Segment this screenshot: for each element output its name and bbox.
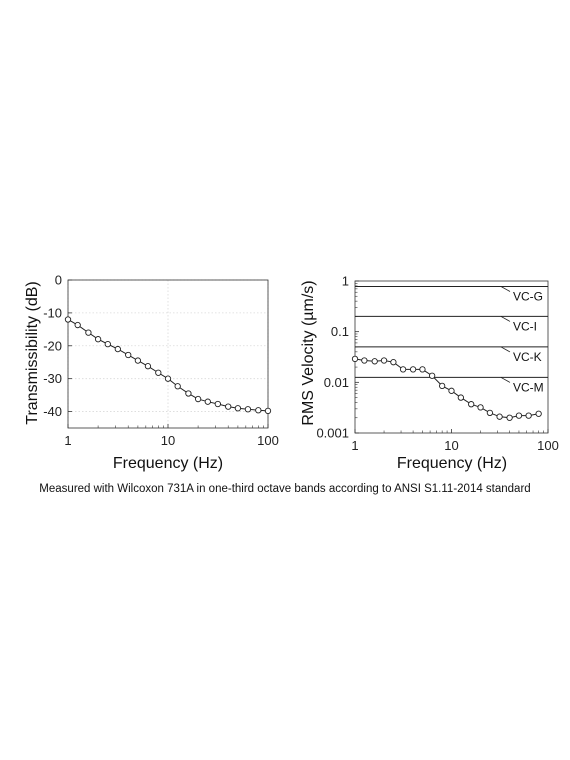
left-y-tick-label: 0 [55,273,62,288]
left-data-point [155,369,162,376]
right-data-point [486,409,494,416]
vc-reference-label: VC-I [513,319,537,333]
left-data-point [244,406,252,413]
left-data-point [134,357,142,364]
left-data-point [174,383,181,390]
left-data-point [234,405,242,412]
right-series-line [354,358,539,419]
left-data-point [64,316,72,323]
right-x-axis-label: Frequency (Hz) [397,455,507,472]
right-data-point [457,394,465,401]
vc-reference-label: VC-G [513,289,543,303]
left-data-point [264,407,272,415]
vc-label-leader [500,286,511,292]
vc-reference-label: VC-M [513,380,544,394]
transmissibility-chart: Transmissibility (dB) Frequency (Hz) 1 10… [24,273,279,473]
right-data-point [438,382,446,390]
left-data-point [194,395,202,403]
right-data-point [496,413,503,420]
right-x-tick-label: 1 [351,438,358,453]
left-data-point [104,340,111,348]
right-data-point [390,359,397,366]
right-x-tick-label: 100 [537,438,559,453]
left-data-point [125,351,132,359]
left-data-point [225,403,232,410]
left-x-tick-label: 10 [161,433,175,448]
right-data-point [428,372,436,379]
right-data-point [380,357,388,364]
left-data-point [74,321,81,329]
right-data-point [535,410,542,417]
left-x-tick-label: 100 [257,433,279,448]
right-data-point [468,401,475,408]
right-y-tick-label: 1 [342,274,349,289]
vc-label-leader [500,316,511,322]
left-y-axis-label: Transmissibility (dB) [24,281,41,424]
right-data-point [351,355,359,363]
right-data-point [361,357,368,364]
right-data-point [399,366,407,373]
right-data-point [419,366,426,373]
left-x-tick-label: 1 [64,433,71,448]
vc-reference-label: VC-K [513,350,542,364]
left-data-point [164,375,172,382]
right-data-point [506,414,513,421]
left-data-point [85,329,92,336]
left-data-point [94,336,102,343]
right-data-point [477,404,484,411]
right-y-axis-label: RMS Velocity (µm/s) [300,280,317,425]
left-data-point [114,345,121,353]
figure-caption: Measured with Wilcoxon 731A in one-third… [39,483,530,495]
right-x-tick-label: 10 [444,438,458,453]
rms-velocity-chart: RMS Velocity (µm/s) Frequency (Hz) 1 10 10… [300,274,559,473]
left-y-tick-label: -20 [43,338,62,353]
left-data-point [204,398,211,405]
left-y-tick-label: -30 [43,371,62,386]
left-x-axis-label: Frequency (Hz) [113,455,223,472]
right-data-point [448,387,455,394]
left-data-point [255,407,262,414]
right-y-tick-label: 0.001 [316,426,349,441]
right-data-point [371,358,378,365]
left-y-tick-label: -40 [43,404,62,419]
right-data-point [409,366,417,373]
left-data-point [214,400,221,408]
left-data-point [185,390,192,397]
vc-label-leader [500,377,511,383]
left-y-tick-label: -10 [43,305,62,320]
vc-label-leader [500,346,511,353]
right-y-tick-label: 0.1 [331,324,349,339]
right-data-point [525,412,532,419]
right-data-point [515,412,523,419]
left-data-point [144,363,152,370]
right-y-tick-label: 0.01 [324,375,349,390]
